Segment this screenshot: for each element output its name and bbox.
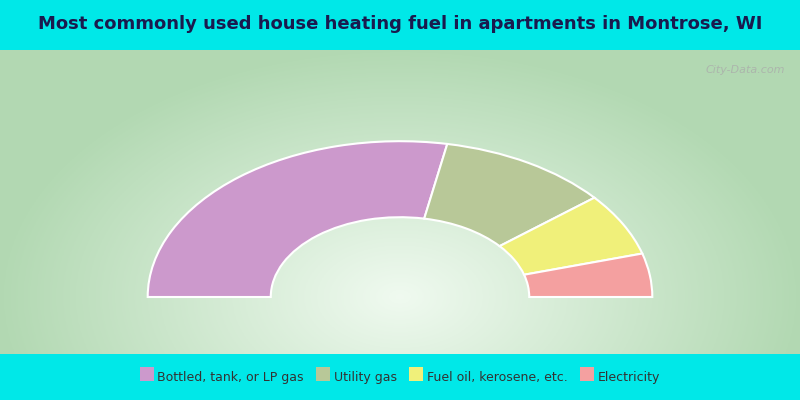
- Text: City-Data.com: City-Data.com: [705, 65, 785, 75]
- Wedge shape: [148, 141, 447, 297]
- Text: Most commonly used house heating fuel in apartments in Montrose, WI: Most commonly used house heating fuel in…: [38, 15, 762, 33]
- Legend: Bottled, tank, or LP gas, Utility gas, Fuel oil, kerosene, etc., Electricity: Bottled, tank, or LP gas, Utility gas, F…: [138, 368, 662, 386]
- Wedge shape: [524, 254, 652, 297]
- Wedge shape: [499, 198, 642, 275]
- Wedge shape: [424, 144, 594, 246]
